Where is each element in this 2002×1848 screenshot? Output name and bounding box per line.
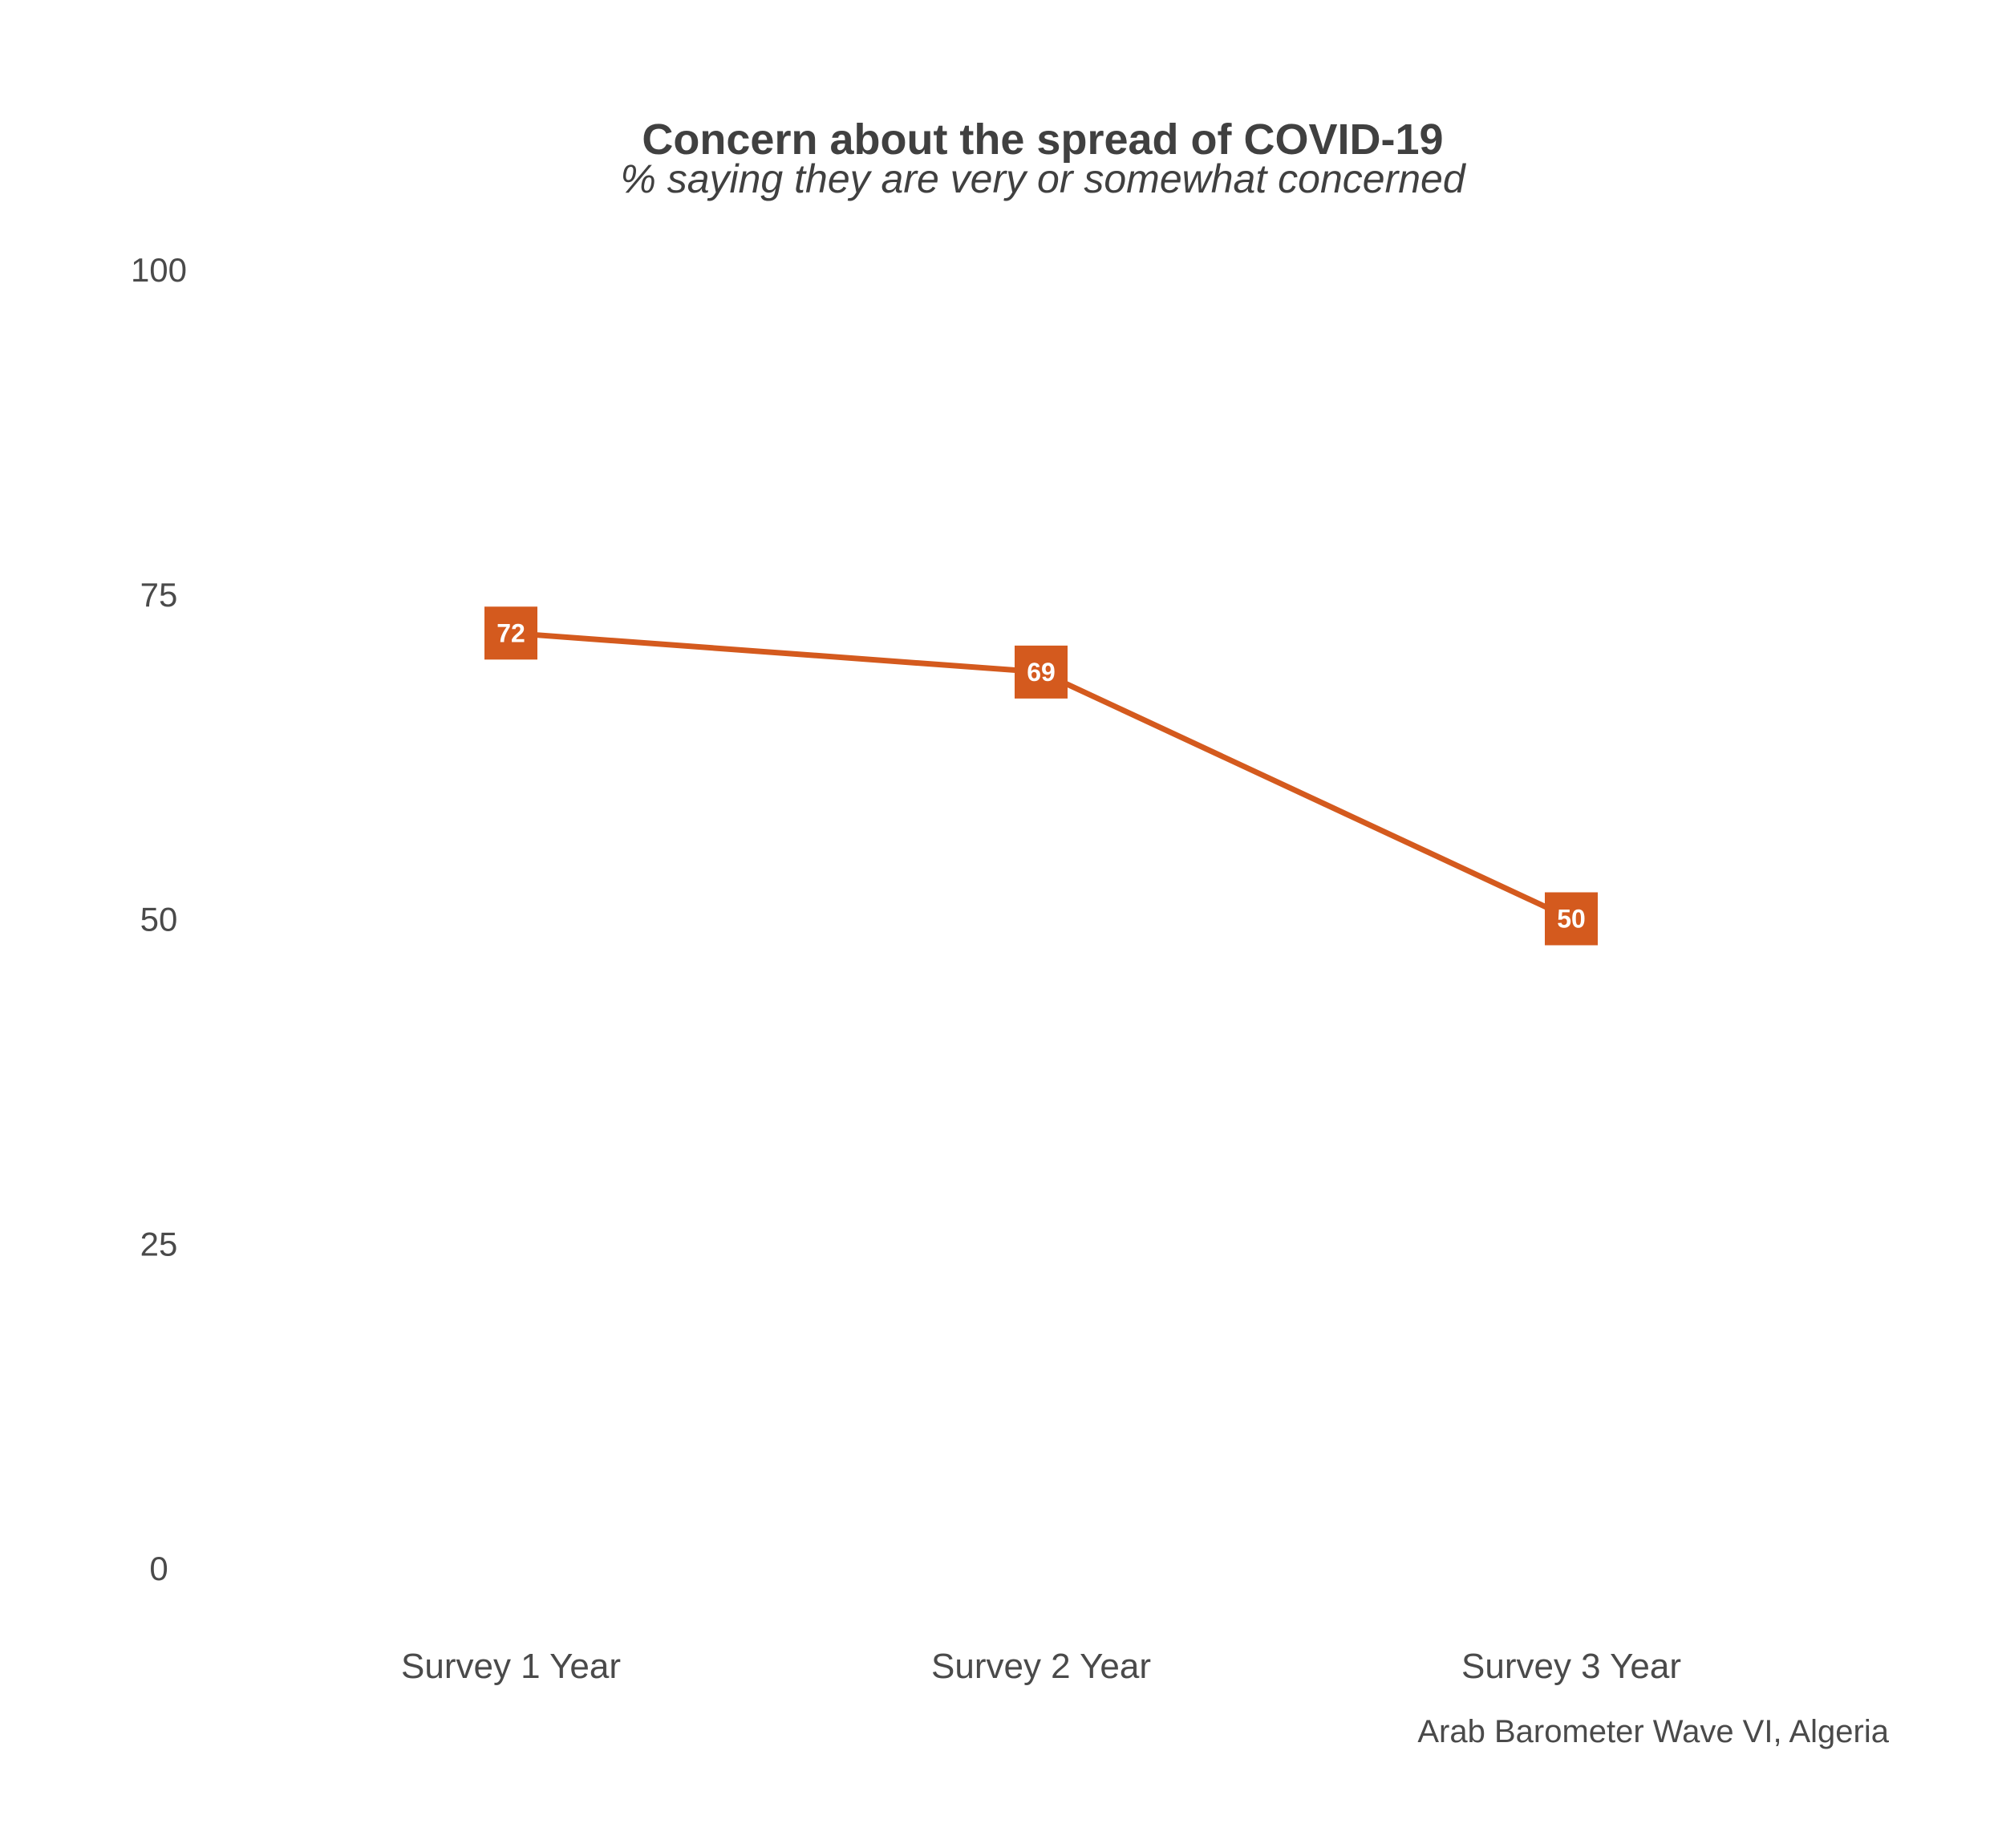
data-label-value: 50 [1557,905,1586,934]
chart-title: Concern about the spread of COVID-19 [642,116,1443,164]
data-label-value: 72 [496,618,525,647]
data-label-value: 69 [1027,658,1056,687]
x-axis-category-labels: Survey 1 Year Survey 2 Year Survey 3 Year [401,1647,1681,1686]
data-point-label: 50 [1545,892,1598,946]
data-label-box [1015,645,1068,699]
y-tick-label: 100 [131,251,187,289]
y-tick-label: 50 [140,901,178,938]
data-label-box [484,606,537,660]
x-category-label: Survey 1 Year [401,1647,621,1686]
chart-caption: Arab Barometer Wave VI, Algeria [1417,1714,1889,1749]
y-axis-tick-labels: 0 25 50 75 100 [131,251,187,1587]
data-point-label: 69 [1015,645,1068,699]
y-tick-label: 0 [149,1550,168,1587]
x-category-label: Survey 2 Year [931,1647,1151,1686]
chart-subtitle: % saying they are very or somewhat conce… [620,156,1466,201]
y-tick-label: 75 [140,576,178,614]
data-labels-layer: 72 69 50 [484,606,1598,946]
x-category-label: Survey 3 Year [1461,1647,1681,1686]
data-point-label: 72 [484,606,537,660]
y-tick-label: 25 [140,1225,178,1262]
data-label-box [1545,892,1598,946]
